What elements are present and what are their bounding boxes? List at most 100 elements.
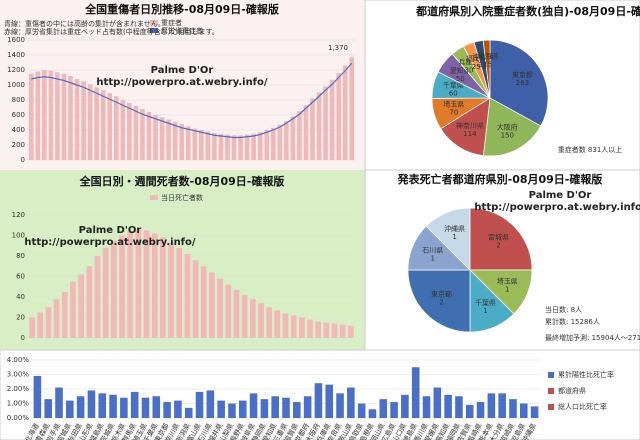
- bar: [61, 291, 68, 338]
- bar: [258, 303, 264, 338]
- bar: [55, 72, 60, 160]
- slice-value: 2: [496, 242, 500, 250]
- bar: [270, 127, 276, 160]
- y-tick-label: 0: [21, 156, 25, 164]
- bar: [151, 233, 158, 338]
- bar: [260, 399, 269, 418]
- annotation: 1,370: [328, 44, 348, 52]
- slice-value: 2: [439, 298, 443, 306]
- legend-label: 当日死亡者数: [161, 193, 203, 202]
- bar: [110, 240, 117, 338]
- slice-label: 兵庫県: [458, 58, 479, 67]
- bar: [140, 109, 145, 160]
- legend-label: 重症者: [161, 18, 182, 27]
- y-tick-label: 20: [16, 314, 25, 322]
- bar: [218, 133, 224, 160]
- legend-swatch: [548, 388, 554, 394]
- bar: [98, 393, 107, 418]
- bar: [315, 321, 322, 338]
- bar: [200, 266, 207, 338]
- bar: [127, 103, 132, 160]
- y-tick-label: 2.00%: [7, 385, 30, 393]
- bar: [244, 134, 250, 160]
- annotation: 当日数: 8人: [545, 305, 582, 314]
- bar: [87, 390, 96, 418]
- bar: [297, 111, 302, 160]
- slice-label: 埼玉県: [497, 276, 518, 285]
- bar: [55, 387, 63, 418]
- slice-value: 114: [463, 130, 477, 138]
- bar: [114, 96, 119, 160]
- bar: [241, 294, 248, 338]
- bar: [217, 278, 223, 338]
- bar: [233, 289, 240, 338]
- y-tick-label: 1200: [7, 66, 25, 74]
- annotation: http://powerpro.at.webry.info/: [96, 77, 267, 88]
- bar: [44, 399, 52, 418]
- slice-label: 沖縄県: [444, 224, 465, 233]
- bar: [179, 124, 184, 160]
- slice-label: 千葉県: [443, 80, 464, 89]
- annotation: 累計数: 15286人: [545, 317, 600, 326]
- y-tick-label: 800: [12, 96, 25, 104]
- legend-swatch: [150, 195, 158, 200]
- y-tick-label: 200: [12, 141, 25, 149]
- bar: [163, 402, 171, 418]
- legend-swatch: [548, 404, 554, 410]
- annotation: http://powerpro.at.webry.info/: [474, 202, 640, 213]
- bar: [37, 312, 44, 338]
- slice-value: 30: [465, 67, 474, 75]
- slice-value: 1: [452, 233, 456, 241]
- bar: [299, 317, 305, 338]
- bar: [130, 391, 139, 418]
- bar: [316, 92, 322, 160]
- bar: [94, 256, 101, 338]
- slice-label: 沖縄県: [472, 52, 493, 61]
- bar: [307, 319, 313, 338]
- bar: [68, 76, 73, 160]
- y-tick-label: 120: [12, 211, 25, 219]
- bar: [530, 406, 539, 418]
- bar: [347, 387, 355, 418]
- bar: [238, 400, 247, 418]
- bar: [284, 121, 289, 160]
- annotation: 重症者数 831人以上: [558, 145, 623, 154]
- bar: [266, 307, 273, 338]
- bar: [368, 409, 377, 418]
- y-tick-label: 1000: [7, 81, 25, 89]
- bar: [290, 116, 296, 160]
- annotation: Palme D'Or: [529, 190, 592, 201]
- bar: [225, 284, 232, 338]
- bar: [257, 132, 263, 160]
- bar: [277, 124, 283, 160]
- bar: [78, 274, 84, 338]
- bar: [264, 130, 269, 160]
- slice-value: 1: [483, 307, 487, 315]
- bar: [199, 130, 204, 160]
- legend-swatch: [150, 20, 158, 25]
- slice-value: 15: [483, 60, 492, 68]
- bar: [401, 394, 409, 418]
- legend-swatch: [150, 28, 158, 33]
- bar: [249, 299, 256, 338]
- bar: [184, 407, 193, 418]
- bar: [143, 230, 150, 338]
- slice-value: 50: [456, 75, 465, 83]
- bar: [348, 325, 354, 338]
- bar: [48, 70, 54, 160]
- y-tick-label: 0: [21, 334, 25, 342]
- slice-label: 愛知県: [450, 66, 471, 75]
- bar: [251, 133, 256, 160]
- bar: [153, 115, 158, 160]
- bar: [184, 253, 191, 338]
- bar: [94, 87, 99, 160]
- slice-label: 神奈川県: [456, 121, 484, 130]
- chart-title: 全国日別・週間死者数-08月09日-確報版: [79, 174, 285, 188]
- chart-title: 発表死亡者都道府県別-08月09日-確報版: [397, 172, 603, 186]
- bar: [102, 247, 109, 338]
- bar: [135, 229, 142, 338]
- legend-swatch: [548, 372, 554, 378]
- bar: [336, 73, 341, 160]
- legend-label: 総人口比死亡率: [558, 402, 607, 411]
- bar: [66, 400, 74, 418]
